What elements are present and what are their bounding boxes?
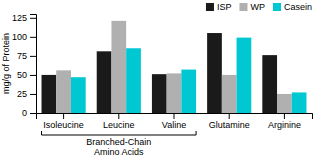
- bars: [42, 21, 307, 113]
- axis-domain: [37, 114, 313, 120]
- bar: [126, 48, 141, 113]
- bar: [277, 94, 292, 113]
- bar: [152, 74, 167, 113]
- x-tick-mark: [174, 113, 175, 119]
- legend-swatch: [239, 3, 247, 11]
- y-tick-label: 75: [17, 51, 27, 61]
- bar-series: [56, 21, 292, 113]
- bar: [207, 33, 222, 113]
- bar: [71, 77, 86, 113]
- y-tick: 50: [17, 70, 36, 80]
- plot: 0 25 50 75 100 125 Isoleucine Leucine Valine Glut…: [12, 13, 313, 157]
- y-tick: 25: [17, 89, 36, 99]
- bar: [167, 73, 182, 113]
- legend-item: ISP: [206, 2, 232, 12]
- y-axis-label: mg/g of Protein: [1, 33, 11, 94]
- x-tick: Glutamine: [209, 113, 250, 130]
- bar: [292, 92, 307, 113]
- bar: [181, 70, 196, 113]
- x-axis: Isoleucine Leucine Valine Glutamine Arginine: [37, 113, 313, 130]
- y-axis: 0 25 50 75 100 125: [12, 13, 37, 118]
- y-tick: 125: [12, 13, 36, 23]
- bar-series: [71, 38, 307, 113]
- x-tick-mark: [118, 113, 119, 119]
- y-tick-mark: [30, 37, 36, 38]
- legend-label: WP: [250, 2, 265, 12]
- x-tick: Leucine: [103, 113, 135, 130]
- bracket: [42, 131, 197, 135]
- y-tick-mark: [30, 56, 36, 57]
- x-tick-label: Glutamine: [209, 120, 250, 130]
- y-tick-mark: [30, 113, 36, 114]
- y-tick-label: 100: [12, 32, 27, 42]
- bar: [222, 75, 237, 113]
- chart: 0 25 50 75 100 125 Isoleucine Leucine Valine Glut…: [0, 0, 318, 159]
- legend-label: Casein: [284, 2, 312, 12]
- annotation-text: Branched-Chain: [86, 137, 151, 147]
- y-tick: 75: [17, 51, 36, 61]
- y-tick: 100: [12, 32, 36, 42]
- annotation: Branched-ChainAmino Acids: [42, 131, 197, 157]
- bar-series: [42, 33, 278, 113]
- y-tick-label: 25: [17, 89, 27, 99]
- bar: [262, 55, 277, 113]
- x-tick: Arginine: [268, 113, 301, 130]
- x-tick-label: Valine: [162, 120, 186, 130]
- x-tick: Valine: [162, 113, 186, 130]
- x-tick-mark: [229, 113, 230, 119]
- axis-domain: [30, 15, 37, 114]
- x-tick-label: Arginine: [268, 120, 301, 130]
- x-tick-label: Leucine: [103, 120, 135, 130]
- legend-swatch: [273, 3, 281, 11]
- x-tick-mark: [63, 113, 64, 119]
- legend: ISP WP Casein: [206, 2, 312, 12]
- bar: [237, 38, 252, 113]
- bar: [56, 70, 71, 113]
- x-tick-label: Isoleucine: [43, 120, 84, 130]
- y-tick-mark: [30, 75, 36, 76]
- bar: [97, 51, 112, 113]
- x-tick: Isoleucine: [43, 113, 84, 130]
- y-tick-label: 0: [22, 108, 27, 118]
- legend-label: ISP: [217, 2, 232, 12]
- bar: [42, 75, 57, 113]
- y-tick-mark: [30, 94, 36, 95]
- bar: [111, 21, 126, 113]
- legend-item: WP: [239, 2, 265, 12]
- y-tick: 0: [22, 108, 36, 118]
- y-tick-label: 125: [12, 13, 27, 23]
- x-tick-mark: [284, 113, 285, 119]
- legend-item: Casein: [273, 2, 312, 12]
- annotation-text: Amino Acids: [94, 147, 144, 157]
- y-tick-mark: [30, 18, 36, 19]
- legend-swatch: [206, 3, 214, 11]
- y-tick-label: 50: [17, 70, 27, 80]
